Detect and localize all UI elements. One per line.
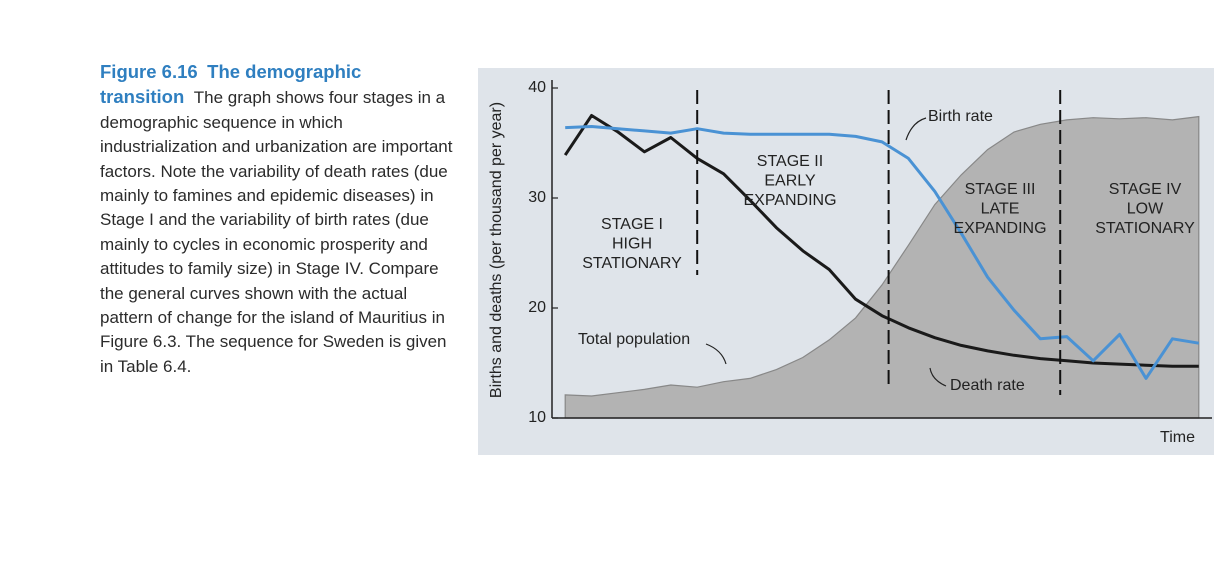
stage-label: STAGE II <box>757 153 823 170</box>
area <box>564 115 1200 419</box>
figure-title: The demographic transition <box>100 61 362 108</box>
stage-label: STAGE IV <box>1109 181 1182 198</box>
stage-label: EARLY <box>764 173 816 190</box>
series-annotation: Birth rate <box>928 108 993 125</box>
stage-label: EXPANDING <box>743 192 836 209</box>
stage-label: LATE <box>981 201 1020 218</box>
stage-label: STAGE I <box>601 216 663 233</box>
caption: Figure 6.16 The demographic transition T… <box>100 60 460 379</box>
y-tick-label: 30 <box>528 189 546 206</box>
series-annotation: Total population <box>578 331 690 348</box>
stage-label: STATIONARY <box>1095 220 1195 237</box>
pointer <box>929 367 947 387</box>
series-annotation: Death rate <box>950 377 1025 394</box>
figure-label: Figure 6.16 <box>100 61 198 82</box>
y-tick-label: 10 <box>528 409 546 426</box>
x-axis-label: Time <box>1160 429 1195 446</box>
pointer <box>905 117 927 141</box>
line <box>565 125 1200 380</box>
line <box>563 114 1199 368</box>
stage-label: STATIONARY <box>582 255 682 272</box>
y-tick-label: 40 <box>528 79 546 96</box>
stage-label: HIGH <box>612 236 652 253</box>
plot <box>563 114 1200 419</box>
y-axis-label: Births and deaths (per thousand per year… <box>488 102 505 398</box>
pointer <box>705 343 727 365</box>
stage-label: STAGE III <box>965 181 1036 198</box>
stage-label: LOW <box>1127 201 1164 218</box>
y-tick-label: 20 <box>528 299 546 316</box>
caption-text: The graph shows four stages in a demogra… <box>100 88 453 376</box>
stage-label: EXPANDING <box>953 220 1046 237</box>
